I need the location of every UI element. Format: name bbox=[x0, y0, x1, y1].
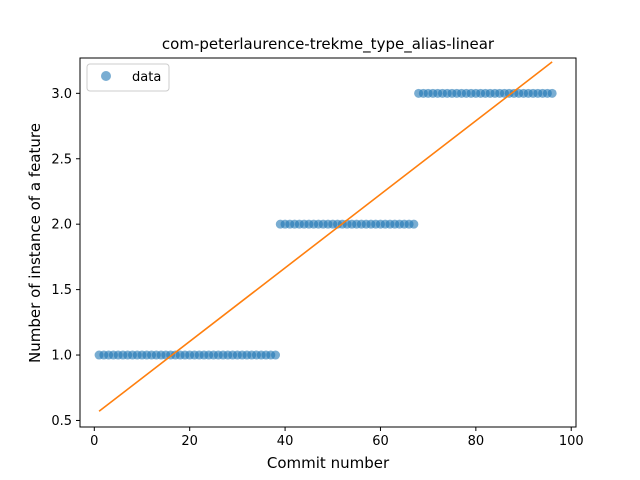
chart-title: com-peterlaurence-trekme_type_alias-line… bbox=[162, 35, 495, 54]
legend-frame bbox=[86, 63, 170, 92]
fit-line bbox=[98, 61, 553, 412]
legend-label-data: data bbox=[132, 70, 161, 85]
plot-area bbox=[94, 61, 557, 412]
y-axis-label: Number of instance of a feature bbox=[26, 123, 44, 363]
y-tick-label: 1.0 bbox=[51, 349, 72, 364]
y-tick-label: 3.0 bbox=[51, 87, 72, 102]
data-point bbox=[271, 350, 281, 360]
axes: 0 20 40 60 80 100 0.5 1.0 1.5 2.0 2.5 3.0 bbox=[51, 57, 584, 449]
legend: data bbox=[86, 63, 170, 92]
x-tick-label: 60 bbox=[372, 434, 389, 449]
data-point bbox=[547, 88, 557, 98]
x-tick-label: 80 bbox=[468, 434, 485, 449]
y-tick-label: 2.0 bbox=[51, 218, 72, 233]
legend-marker bbox=[101, 71, 111, 81]
x-tick-label: 100 bbox=[559, 434, 584, 449]
y-tick-label: 2.5 bbox=[51, 152, 72, 167]
x-tick-label: 20 bbox=[181, 434, 198, 449]
x-axis-label: Commit number bbox=[267, 454, 390, 472]
y-tick-label: 0.5 bbox=[51, 414, 72, 429]
x-tick-label: 0 bbox=[90, 434, 98, 449]
axes-frame bbox=[79, 57, 577, 428]
data-point bbox=[409, 219, 419, 229]
x-tick-label: 40 bbox=[277, 434, 294, 449]
y-tick-label: 1.5 bbox=[51, 283, 72, 298]
